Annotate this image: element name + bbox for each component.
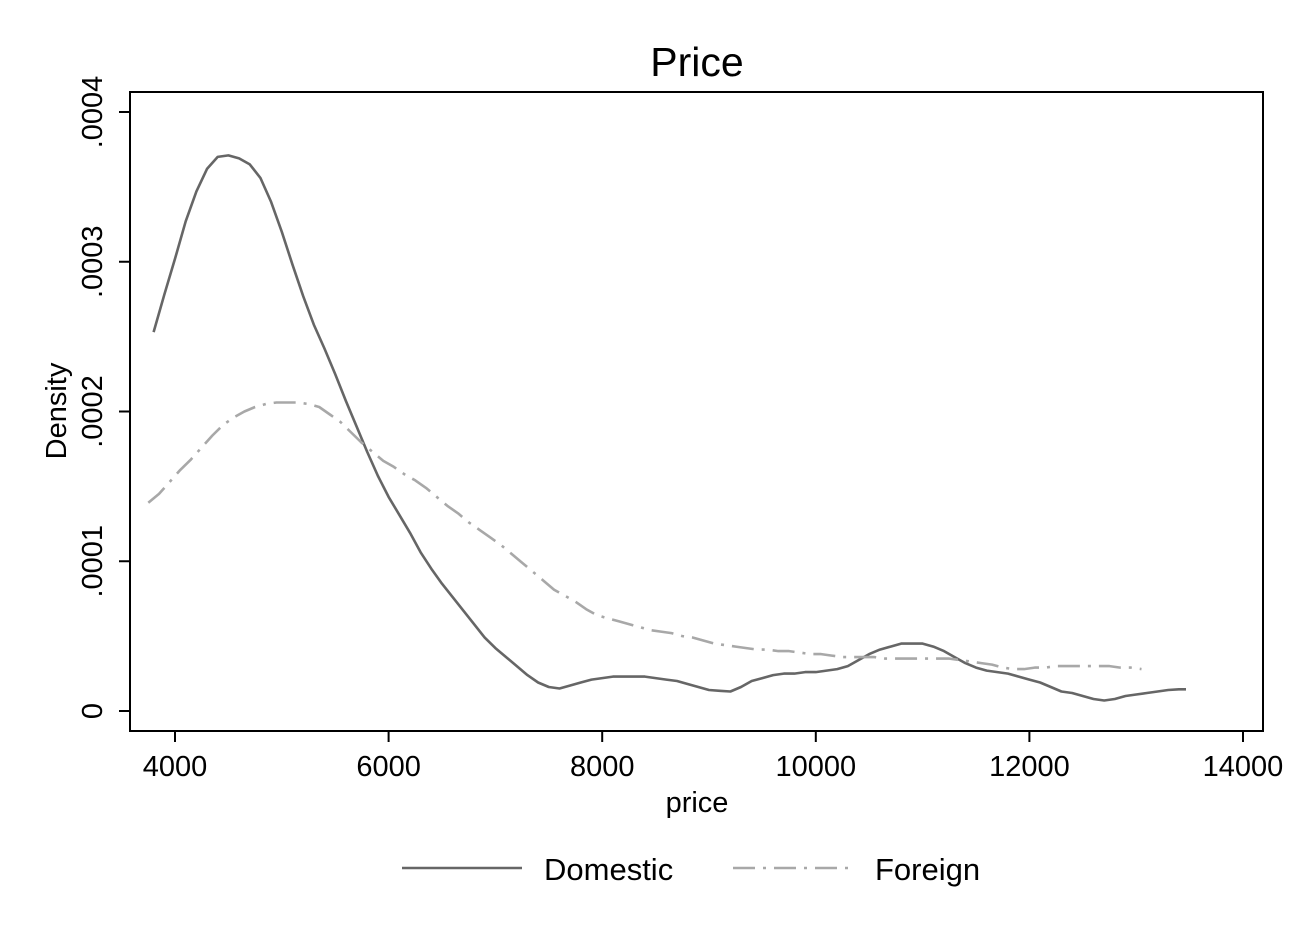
y-axis: 0 .0001 .0002 .0003 .0004 [77, 76, 130, 719]
series-line-domestic [152, 154, 1186, 702]
x-tick-label: 14000 [1203, 751, 1284, 783]
x-axis-title: price [666, 787, 729, 819]
x-tick-label: 12000 [989, 751, 1070, 783]
y-tick-label: 0 [77, 703, 109, 719]
legend: Domestic Foreign [402, 852, 980, 887]
y-axis-title: Density [41, 362, 73, 459]
legend-label: Foreign [875, 852, 980, 887]
x-tick-label: 4000 [143, 751, 208, 783]
plot-frame [129, 91, 1264, 732]
legend-label: Domestic [544, 852, 673, 887]
chart-title: Price [650, 39, 743, 85]
y-tick-label: .0003 [77, 225, 109, 298]
legend-item-domestic: Domestic [402, 852, 673, 887]
x-tick-label: 6000 [356, 751, 421, 783]
y-tick-label: .0002 [77, 375, 109, 448]
y-tick-label: .0001 [77, 525, 109, 598]
x-tick-label: 10000 [775, 751, 856, 783]
x-tick-label: 8000 [570, 751, 635, 783]
x-axis: 4000 6000 8000 10000 12000 14000 [143, 731, 1284, 783]
legend-item-foreign: Foreign [733, 852, 980, 887]
series-layer [147, 154, 1186, 702]
y-tick-label: .0004 [77, 76, 109, 149]
